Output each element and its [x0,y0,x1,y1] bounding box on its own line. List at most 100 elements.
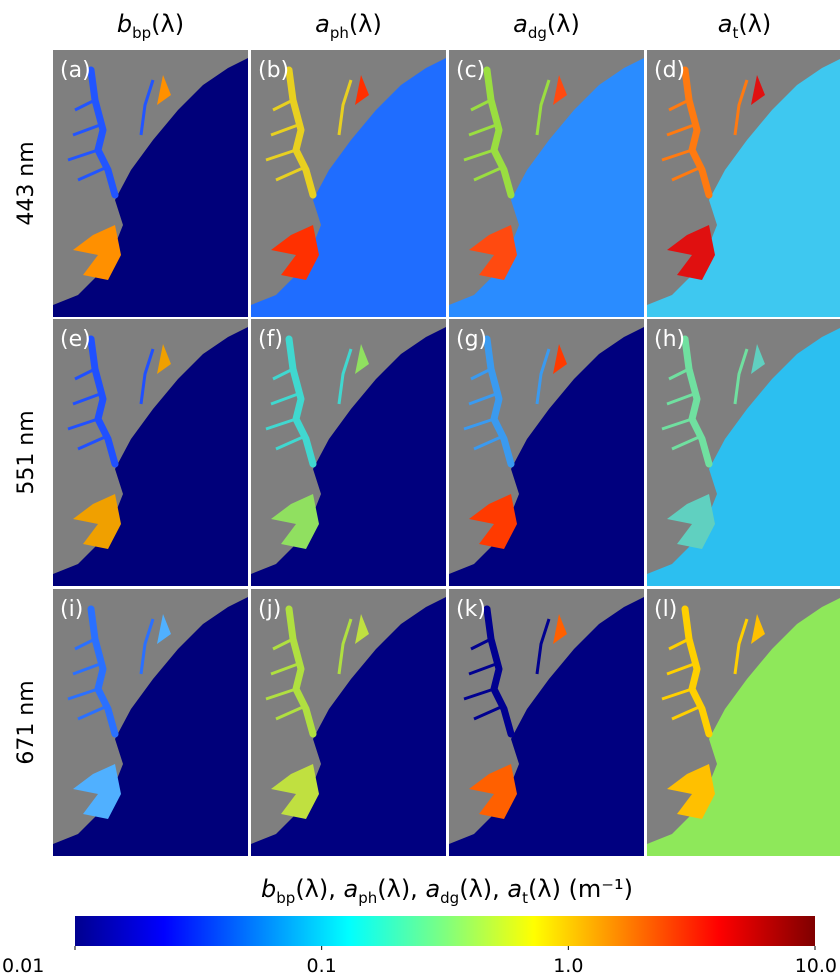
bay-head [553,344,567,374]
sound [271,494,319,549]
sound [73,225,121,280]
sound [469,225,517,280]
map-panel: (f) [251,319,446,586]
map-panel: (g) [449,319,644,586]
text-segment: (λ) [547,10,580,38]
panel-label: (i) [60,597,83,622]
column-header: at(λ) [718,10,772,42]
estuary [285,335,317,468]
panel-label: (d) [654,58,685,83]
estuary-branch [661,618,749,721]
map-panel: (d) [647,50,840,317]
estuary [681,66,713,199]
estuary-branch [661,348,749,451]
estuary-branch [265,618,353,721]
column-header: bbp(λ) [117,10,184,42]
sound [469,764,517,819]
text-segment: (λ), [377,875,425,903]
panel-label: (l) [654,597,677,622]
colorbar-label: bbp(λ), aph(λ), adg(λ), at(λ) (m⁻¹) [261,875,633,907]
bay-head [553,75,567,105]
estuary [87,335,119,468]
bay-head [355,344,369,374]
bay-head [157,614,171,644]
estuary [483,605,515,738]
estuary [87,605,119,738]
panel-label: (c) [456,58,485,83]
text-segment: (λ), [459,875,507,903]
estuary-branch [661,79,749,182]
panel-label: (e) [60,327,91,352]
text-segment: t [522,889,528,907]
column-header: adg(λ) [513,10,580,42]
text-segment: dg [528,24,547,42]
colorbar [75,916,815,946]
panel-label: (f) [258,327,283,352]
colorbar-tick-label: 0.01 [2,955,44,977]
text-segment: t [732,24,738,42]
map-panel: (a) [53,50,248,317]
map-panel: (l) [647,589,840,856]
bay-head [355,75,369,105]
text-segment: bp [276,889,295,907]
text-segment: a [507,875,522,903]
estuary-branch [463,618,551,721]
bay-head [355,614,369,644]
estuary [681,335,713,468]
estuary-branch [265,79,353,182]
estuary [483,335,515,468]
map-panel: (e) [53,319,248,586]
bay-head [751,75,765,105]
bay-head [751,344,765,374]
colorbar-tick-label: 10.0 [795,955,837,977]
row-label: 671 nm [14,680,39,764]
column-header: aph(λ) [315,10,382,42]
estuary-branch [67,348,155,451]
panel-label: (h) [654,327,685,352]
text-segment: a [344,875,359,903]
estuary [483,66,515,199]
row-label: 551 nm [14,410,39,494]
sound [73,764,121,819]
sound [73,494,121,549]
panel-label: (a) [60,58,91,83]
text-segment: (λ) (m⁻¹) [528,875,633,903]
text-segment: (λ) [349,10,382,38]
sound [667,764,715,819]
bay-head [157,75,171,105]
text-segment: a [513,10,528,38]
sound [667,494,715,549]
estuary-branch [67,79,155,182]
text-segment: (λ), [295,875,343,903]
panel-label: (k) [456,597,486,622]
text-segment: bp [132,24,151,42]
estuary-branch [67,618,155,721]
map-panel: (i) [53,589,248,856]
text-segment: ph [330,24,349,42]
colorbar-tick-label: 1.0 [553,955,583,977]
text-segment: (λ) [738,10,771,38]
text-segment: b [261,875,276,903]
estuary-branch [265,348,353,451]
text-segment: dg [440,889,459,907]
panel-grid: (a) (b) (c) (d) (e) (f) (g) (h) (i) (j) (k) (l) [53,50,840,856]
text-segment: a [315,10,330,38]
text-segment: a [718,10,733,38]
sound [469,494,517,549]
estuary [681,605,713,738]
sound [667,225,715,280]
text-segment: a [425,875,440,903]
row-label: 443 nm [14,141,39,225]
colorbar-tick-label: 0.1 [307,955,337,977]
bay-head [751,614,765,644]
map-panel: (h) [647,319,840,586]
estuary-branch [463,79,551,182]
text-segment: ph [358,889,377,907]
text-segment: (λ) [151,10,184,38]
map-panel: (b) [251,50,446,317]
sound [271,225,319,280]
estuary [285,66,317,199]
map-panel: (j) [251,589,446,856]
estuary [87,66,119,199]
